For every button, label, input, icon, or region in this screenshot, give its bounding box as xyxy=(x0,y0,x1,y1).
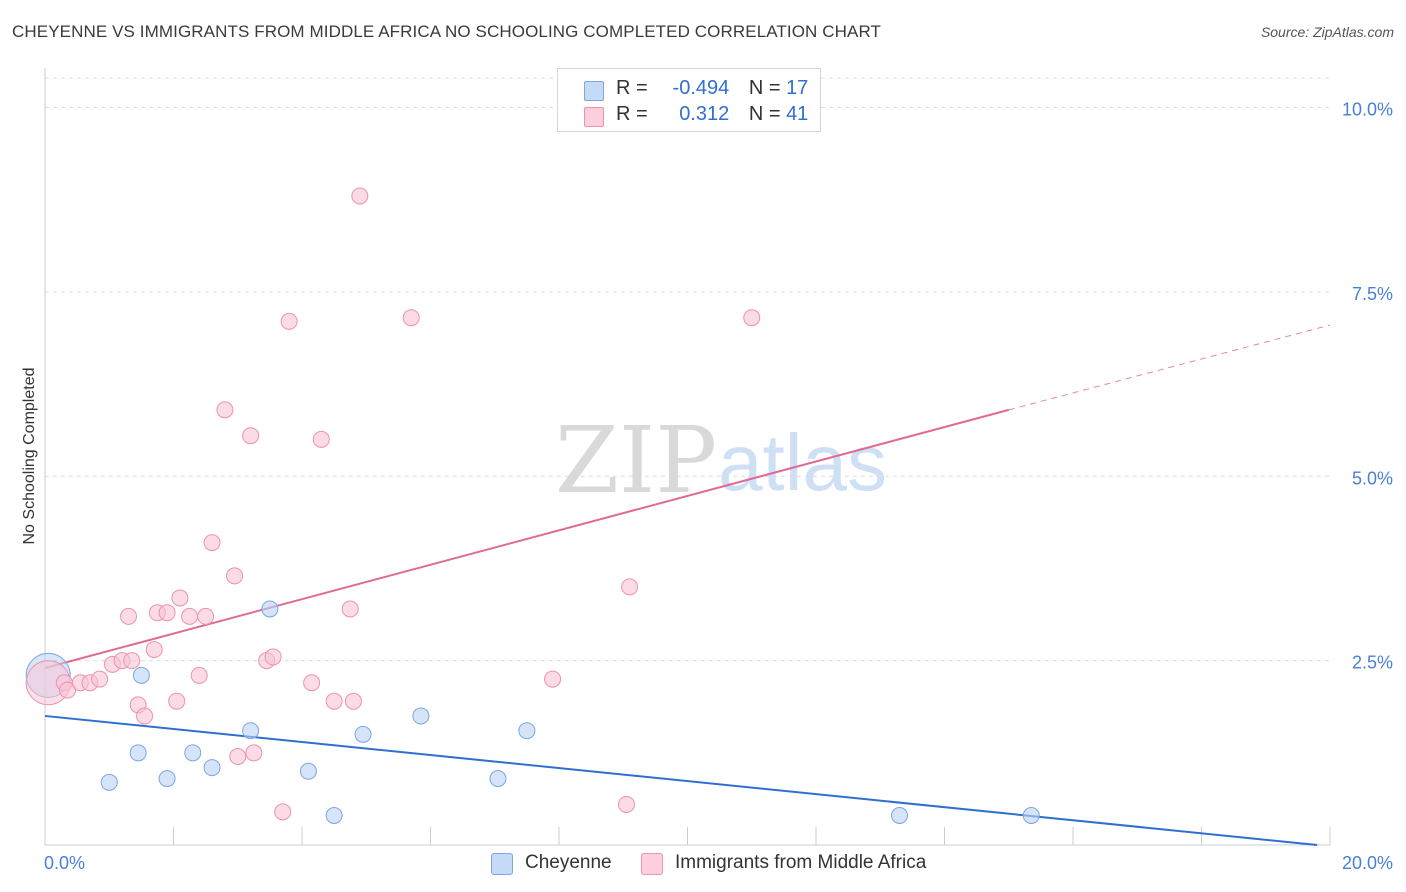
data-point-pink xyxy=(123,652,141,670)
legend-r-label: R = xyxy=(616,77,648,99)
data-point-pink xyxy=(120,607,138,625)
data-point-pink xyxy=(402,309,420,327)
y-tick-label: 2.5% xyxy=(1352,653,1393,673)
legend-n-label: N = xyxy=(748,77,781,99)
data-point-pink xyxy=(245,744,263,762)
bottom-legend: Cheyenne Immigrants from Middle Africa xyxy=(0,852,1406,876)
x-tick-label-min: 0.0% xyxy=(44,853,85,873)
data-point-pink xyxy=(242,427,260,445)
bottom-legend-swatch-blue xyxy=(491,853,513,875)
legend-swatch-blue xyxy=(584,81,604,101)
bottom-legend-label: Cheyenne xyxy=(525,852,612,873)
data-point-pink xyxy=(58,681,76,699)
trend-lines xyxy=(44,324,1331,846)
data-point-blue xyxy=(100,773,118,791)
data-point-pink xyxy=(190,666,208,684)
data-point-pink xyxy=(145,641,163,659)
data-point-pink xyxy=(264,648,282,666)
data-point-blue xyxy=(891,807,909,824)
data-point-pink xyxy=(617,795,635,813)
data-point-pink xyxy=(743,309,761,327)
tick-labels: 2.5% 5.0% 7.5% 10.0% 0.0% 20.0% xyxy=(44,100,1393,874)
data-point-pink xyxy=(168,692,186,710)
data-point-pink xyxy=(312,430,330,448)
legend-r-value: -0.494 xyxy=(672,77,730,99)
data-point-pink xyxy=(325,692,343,710)
data-point-blue xyxy=(158,770,176,788)
data-point-blue xyxy=(184,744,202,762)
legend: R = -0.494 N = 17 R = 0.312 N = 41 xyxy=(557,68,821,132)
bottom-legend-swatch-pink xyxy=(641,853,663,875)
data-point-blue xyxy=(489,770,507,788)
data-point-pink xyxy=(197,607,215,625)
data-point-pink xyxy=(341,600,359,618)
y-tick-label: 5.0% xyxy=(1352,468,1393,488)
legend-n-value: 17 xyxy=(786,77,809,99)
data-point-pink xyxy=(303,674,321,692)
data-point-pink xyxy=(229,748,247,765)
data-point-pink xyxy=(344,692,362,710)
y-tick-label: 10.0% xyxy=(1342,100,1393,120)
legend-swatch-pink xyxy=(584,107,604,127)
data-point-blue xyxy=(242,722,260,740)
data-point-blue xyxy=(325,807,343,824)
data-point-pink xyxy=(544,670,562,688)
data-point-pink xyxy=(181,607,199,625)
data-point-pink xyxy=(91,670,109,688)
data-point-pink xyxy=(226,567,244,585)
data-point-pink xyxy=(203,534,221,552)
data-point-blue xyxy=(132,666,150,684)
data-point-blue xyxy=(1022,807,1040,824)
data-point-blue xyxy=(412,707,430,725)
axes xyxy=(44,68,1331,846)
y-tick-label: 7.5% xyxy=(1352,284,1393,304)
data-point-pink xyxy=(158,604,176,622)
watermark-zip: ZIP xyxy=(555,407,717,514)
legend-n-value: 41 xyxy=(786,103,809,125)
data-point-blue xyxy=(299,762,317,780)
trend-line-blue xyxy=(44,714,1318,846)
watermark-atlas: atlas xyxy=(718,418,887,507)
data-point-pink xyxy=(171,589,189,607)
chart-title: CHEYENNE VS IMMIGRANTS FROM MIDDLE AFRIC… xyxy=(12,22,882,41)
data-point-pink xyxy=(274,803,292,821)
legend-n-label: N = xyxy=(748,103,781,125)
data-point-blue xyxy=(518,722,536,740)
data-point-pink xyxy=(280,312,298,330)
bottom-legend-label: Immigrants from Middle Africa xyxy=(675,852,927,873)
data-point-pink xyxy=(621,578,639,596)
data-point-blue xyxy=(261,600,279,618)
data-point-pink xyxy=(351,187,369,205)
data-point-pink xyxy=(216,401,234,419)
trend-line-extension-pink xyxy=(1008,324,1331,411)
watermark: ZIP atlas xyxy=(555,407,887,514)
data-point-pink xyxy=(136,707,154,725)
data-point-blue xyxy=(354,725,372,743)
legend-r-value: 0.312 xyxy=(679,103,730,125)
source-label: Source: ZipAtlas.com xyxy=(1260,24,1394,40)
data-point-blue xyxy=(203,759,221,777)
trend-line-pink xyxy=(44,408,1010,669)
y-axis-label: No Schooling Completed xyxy=(21,368,38,545)
data-point-blue xyxy=(129,744,147,762)
data-points xyxy=(25,187,1040,824)
legend-r-label: R = xyxy=(616,103,648,125)
x-tick-label-max: 20.0% xyxy=(1342,853,1393,873)
